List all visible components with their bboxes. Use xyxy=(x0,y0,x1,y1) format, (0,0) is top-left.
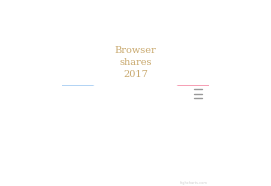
Text: Firefox: Firefox xyxy=(157,21,175,47)
Wedge shape xyxy=(176,66,214,86)
Wedge shape xyxy=(162,26,204,65)
Wedge shape xyxy=(174,57,212,76)
Text: Safari: Safari xyxy=(181,61,204,73)
Text: Chrome: Chrome xyxy=(91,23,112,50)
Wedge shape xyxy=(171,46,209,70)
Text: Edge: Edge xyxy=(180,53,199,66)
Text: highcharts.com: highcharts.com xyxy=(180,181,208,185)
Wedge shape xyxy=(57,7,163,86)
Text: Browser
shares
2017: Browser shares 2017 xyxy=(115,46,156,79)
Text: Internet Explorer: Internet Explorer xyxy=(155,24,208,70)
Text: Other: Other xyxy=(184,74,206,83)
Wedge shape xyxy=(150,12,186,54)
